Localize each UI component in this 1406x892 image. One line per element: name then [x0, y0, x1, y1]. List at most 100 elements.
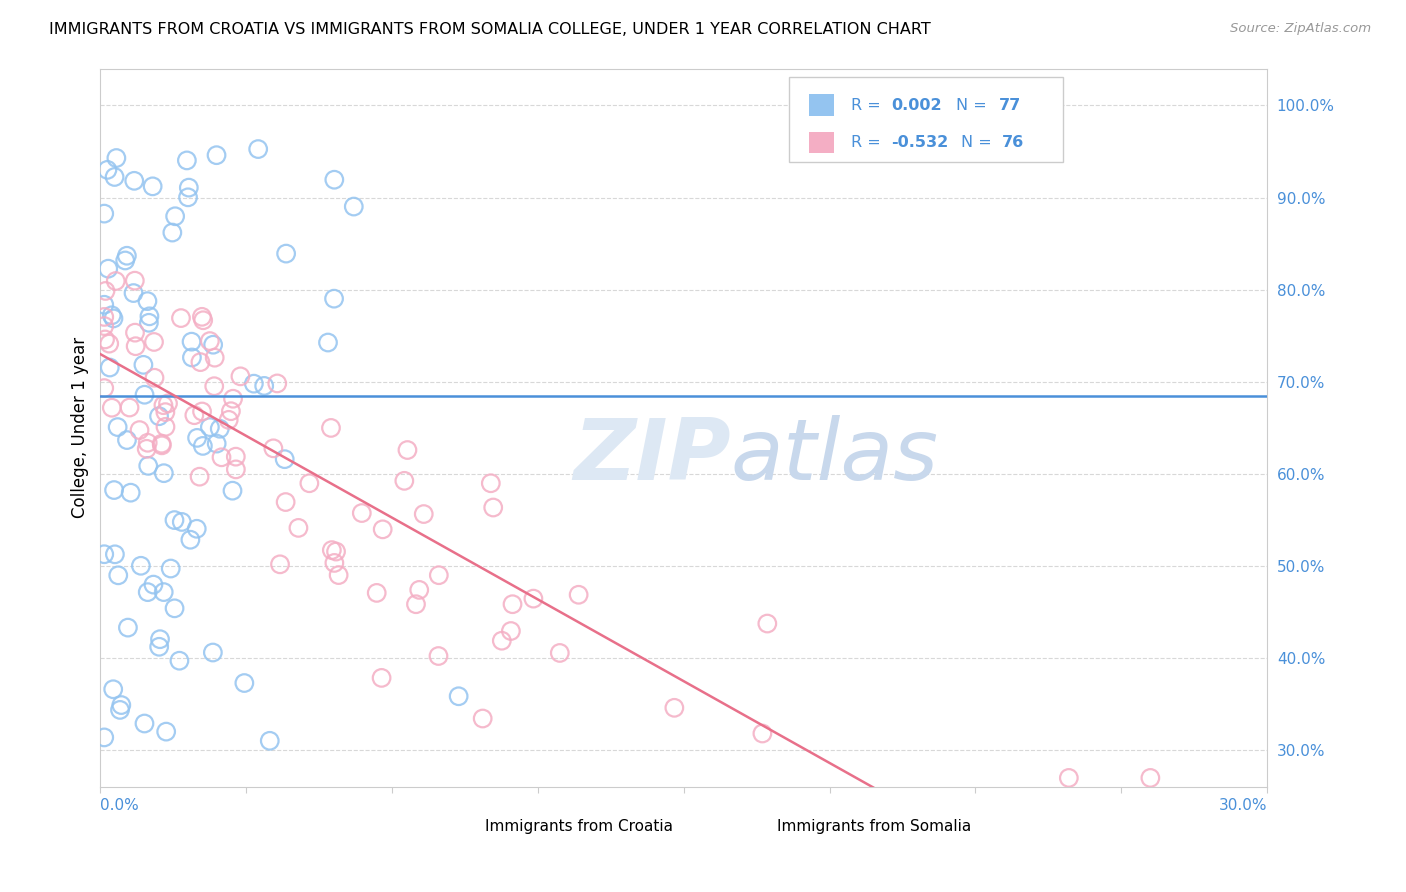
Point — [155, 724, 177, 739]
Point — [103, 682, 125, 697]
Point — [122, 174, 145, 188]
Point — [138, 310, 160, 324]
Point — [97, 261, 120, 276]
Bar — [456, 820, 477, 833]
Point — [155, 405, 177, 419]
Text: Source: ZipAtlas.com: Source: ZipAtlas.com — [1230, 22, 1371, 36]
Point — [170, 515, 193, 529]
Point — [205, 436, 228, 450]
Point — [135, 442, 157, 456]
Point — [253, 379, 276, 393]
Point — [107, 568, 129, 582]
Point — [259, 734, 281, 748]
Point — [447, 690, 470, 704]
Point — [316, 335, 339, 350]
Point — [143, 370, 166, 384]
Point — [394, 474, 416, 488]
Point — [323, 556, 346, 570]
Point — [159, 561, 181, 575]
Point — [94, 284, 117, 298]
Point — [124, 339, 146, 353]
Text: 76: 76 — [1002, 135, 1025, 150]
Point — [104, 547, 127, 561]
Point — [103, 169, 125, 184]
Point — [482, 500, 505, 515]
Point — [150, 438, 173, 452]
Text: 30.0%: 30.0% — [1219, 798, 1267, 814]
Bar — [808, 132, 834, 153]
Text: Immigrants from Croatia: Immigrants from Croatia — [485, 819, 673, 834]
Point — [105, 151, 128, 165]
Point — [93, 206, 115, 220]
Point — [204, 351, 226, 365]
Point — [412, 507, 434, 521]
Point — [274, 246, 297, 260]
Point — [202, 337, 225, 351]
Point — [548, 646, 571, 660]
Point — [221, 483, 243, 498]
Point — [120, 485, 142, 500]
Point — [193, 313, 215, 327]
Point — [328, 568, 350, 582]
Point — [191, 404, 214, 418]
Point — [191, 439, 214, 453]
Point — [350, 506, 373, 520]
Point — [243, 376, 266, 391]
Point — [247, 142, 270, 156]
Point — [143, 334, 166, 349]
Point — [1139, 771, 1161, 785]
Point — [319, 421, 342, 435]
Text: atlas: atlas — [730, 415, 938, 498]
Point — [100, 309, 122, 323]
Point — [149, 632, 172, 647]
Point — [405, 597, 427, 611]
Point — [219, 404, 242, 418]
Point — [163, 513, 186, 527]
Point — [108, 703, 131, 717]
Point — [115, 433, 138, 447]
Text: N =: N = — [956, 97, 991, 112]
Point — [98, 336, 121, 351]
Text: R =: R = — [851, 97, 886, 112]
Point — [101, 401, 124, 415]
Point — [169, 654, 191, 668]
Point — [205, 148, 228, 162]
Point — [134, 388, 156, 402]
Point — [134, 716, 156, 731]
Point — [198, 420, 221, 434]
Point — [176, 153, 198, 168]
Point — [502, 597, 524, 611]
Point — [321, 543, 343, 558]
Point — [343, 200, 366, 214]
Point — [94, 333, 117, 347]
Point — [229, 369, 252, 384]
Point — [202, 379, 225, 393]
Point — [568, 588, 591, 602]
Point — [396, 443, 419, 458]
Point — [190, 355, 212, 369]
Point — [153, 466, 176, 480]
Point — [104, 274, 127, 288]
Point — [122, 286, 145, 301]
Point — [664, 701, 686, 715]
Point — [114, 253, 136, 268]
Point — [756, 616, 779, 631]
Point — [325, 544, 347, 558]
Text: 0.002: 0.002 — [891, 97, 942, 112]
Point — [370, 671, 392, 685]
Point — [142, 577, 165, 591]
Point — [273, 452, 295, 467]
Text: R =: R = — [851, 135, 886, 150]
Text: 0.0%: 0.0% — [100, 798, 139, 814]
Point — [118, 401, 141, 415]
Point — [298, 476, 321, 491]
Point — [177, 180, 200, 194]
Bar — [808, 95, 834, 116]
Point — [142, 179, 165, 194]
Text: IMMIGRANTS FROM CROATIA VS IMMIGRANTS FROM SOMALIA COLLEGE, UNDER 1 YEAR CORRELA: IMMIGRANTS FROM CROATIA VS IMMIGRANTS FR… — [49, 22, 931, 37]
Point — [218, 413, 240, 427]
Point — [150, 436, 173, 450]
Point — [136, 294, 159, 309]
Point — [499, 624, 522, 638]
Point — [191, 310, 214, 324]
